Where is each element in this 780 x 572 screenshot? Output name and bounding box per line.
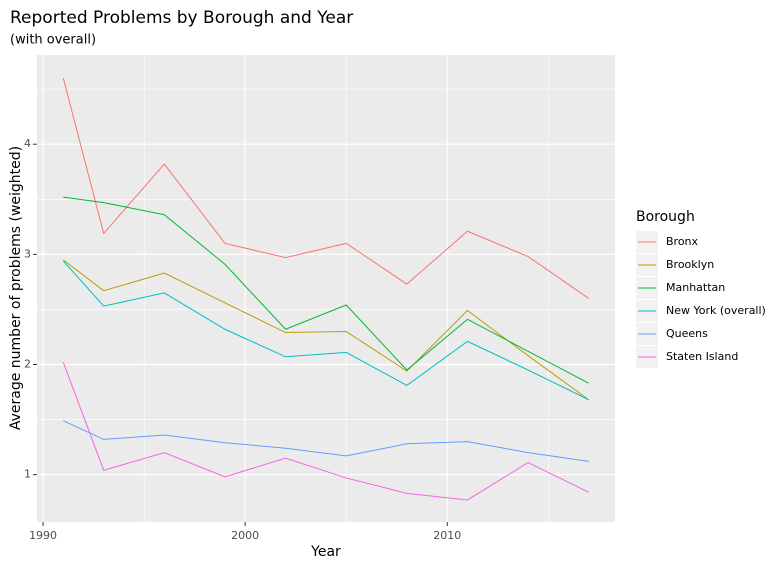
legend-label: Queens: [666, 327, 708, 340]
line-series: [62, 259, 590, 401]
line-series: [63, 420, 589, 462]
chart-title: Reported Problems by Borough and Year: [10, 8, 353, 28]
x-tick-label: 2000: [231, 529, 259, 542]
y-tick-label: 1: [24, 468, 31, 481]
y-tick-label: 2: [24, 357, 31, 370]
chart-subtitle: (with overall): [10, 33, 96, 48]
legend-label: Bronx: [666, 235, 699, 248]
y-tick-label: 3: [24, 247, 31, 260]
line-series: [62, 78, 590, 299]
y-axis-label: Average number of problems (weighted): [8, 146, 24, 430]
legend-label: Manhattan: [666, 281, 725, 294]
line-series: [62, 362, 589, 501]
legend-title: Borough: [636, 209, 695, 225]
x-tick-label: 2010: [433, 529, 461, 542]
x-axis-label: Year: [310, 544, 341, 560]
plot-panel: [37, 55, 615, 522]
legend-label: Brooklyn: [666, 258, 714, 271]
y-tick-label: 4: [24, 137, 31, 150]
line-series: [63, 196, 589, 384]
x-tick-label: 1990: [29, 529, 57, 542]
line-series: [62, 260, 589, 401]
legend-label: Staten Island: [666, 350, 738, 363]
legend-label: New York (overall): [666, 304, 766, 317]
